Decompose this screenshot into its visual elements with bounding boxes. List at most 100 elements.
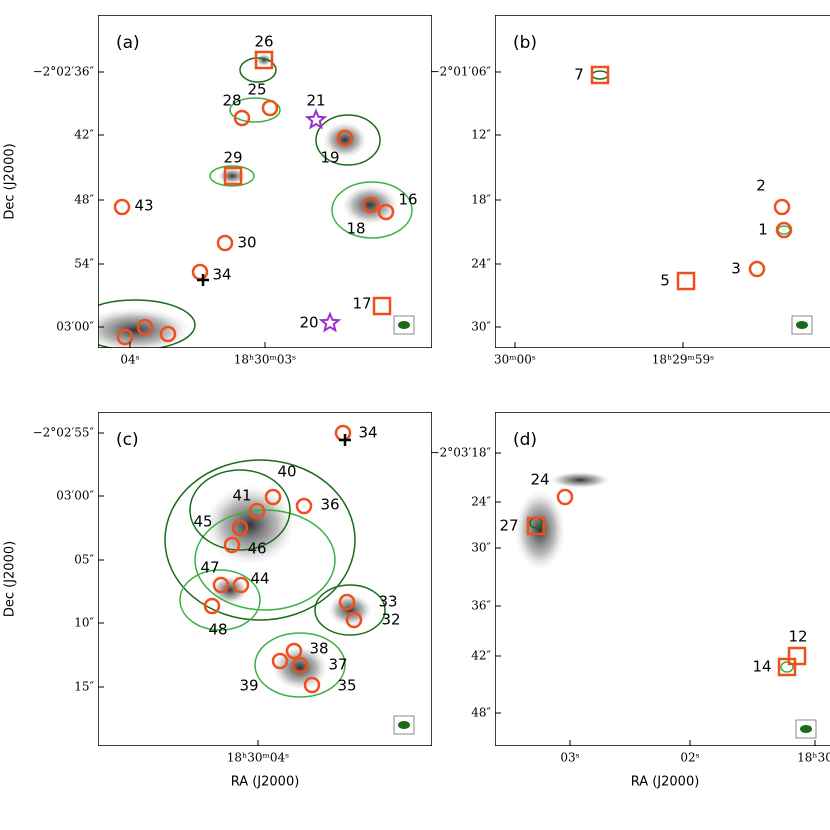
y-tick-label: 03′00″ [56,489,94,503]
y-tick-label: 42″ [74,128,94,142]
contour [780,661,794,673]
source-label: 26 [254,33,273,51]
source-circle [285,642,303,660]
x-axis-label: RA (J2000) [231,775,300,790]
source-label: 19 [320,149,339,167]
source-square [254,50,274,70]
source-circle [191,263,209,281]
contour [164,459,356,621]
source-circle [248,502,266,520]
panel [495,15,830,348]
source-star [304,108,328,130]
source-circle [212,576,230,594]
emission [515,490,565,570]
source-label: 18 [346,220,365,238]
contour [229,97,281,123]
source-circle [233,109,251,127]
source-label: 5 [660,272,670,290]
source-circle [291,656,309,674]
source-circle [159,325,177,343]
y-tick-label: 48″ [471,706,491,720]
source-label: 20 [299,314,318,332]
source-square [372,296,392,316]
panel-label: (d) [513,430,537,450]
source-label: 30 [237,234,256,252]
source-circle [216,234,234,252]
source-circle [775,221,793,239]
source-square [777,657,797,677]
source-circle [748,260,766,278]
x-tick-label: 18ʰ30ᵐ04ˢ [227,751,289,765]
panel-label: (b) [513,33,537,53]
source-label: 25 [247,81,266,99]
source-circle [334,424,352,442]
source-label: 46 [247,540,266,558]
x-tick-label: 18ʰ30 [797,751,830,765]
cross [339,434,351,446]
source-circle [336,129,354,147]
source-circle [377,203,395,221]
y-tick-label: −2°03′18″ [430,446,492,460]
x-tick-label: 04ˢ [120,353,139,367]
y-tick-label: 12″ [471,128,491,142]
beam-box [393,315,415,335]
emission [550,472,610,488]
beam [398,321,410,329]
y-tick-label: 30″ [471,320,491,334]
y-tick-label: 03′00″ [56,320,94,334]
source-label: 3 [731,260,741,278]
panel-label: (c) [116,430,139,450]
source-circle [116,328,134,346]
panel-frame [495,412,830,746]
y-tick-label: 24″ [471,257,491,271]
source-circle [136,318,154,336]
source-label: 32 [381,611,400,629]
y-tick-label: 42″ [471,649,491,663]
beam [796,321,808,329]
source-circle [223,536,241,554]
panel-label: (a) [116,33,140,53]
emission [98,308,190,348]
source-label: 35 [337,677,356,695]
source-label: 34 [212,266,231,284]
source-circle [295,497,313,515]
contour [591,70,609,80]
contour [314,584,386,636]
contour [777,225,791,235]
beam [398,721,410,729]
cross [197,274,209,286]
emission [323,122,367,158]
panel [98,412,432,746]
source-label: 45 [193,513,212,531]
beam-box [795,719,817,739]
source-label: 33 [378,593,397,611]
source-label: 29 [223,149,242,167]
y-tick-label: 30″ [471,541,491,555]
contour [239,57,277,83]
source-circle [303,676,321,694]
source-label: 27 [499,517,518,535]
beam-box [393,715,415,735]
x-axis-label: RA (J2000) [631,775,700,790]
y-tick-label: 24″ [471,495,491,509]
source-label: 2 [756,177,766,195]
y-tick-label: −2°01′06″ [430,65,492,79]
panel-frame [495,15,830,348]
source-circle [231,519,249,537]
contour [331,181,413,239]
source-label: 44 [250,570,269,588]
emission [256,54,272,66]
y-axis-label: Dec (J2000) [3,143,18,219]
source-circle [338,593,356,611]
source-label: 43 [134,197,153,215]
contour [189,469,291,551]
y-tick-label: 48″ [74,193,94,207]
source-label: 40 [277,463,296,481]
source-label: 12 [788,628,807,646]
source-square [526,516,546,536]
source-label: 41 [232,487,251,505]
beam [800,725,812,733]
x-tick-label: 02ˢ [680,751,699,765]
y-axis-label: Dec (J2000) [3,541,18,617]
